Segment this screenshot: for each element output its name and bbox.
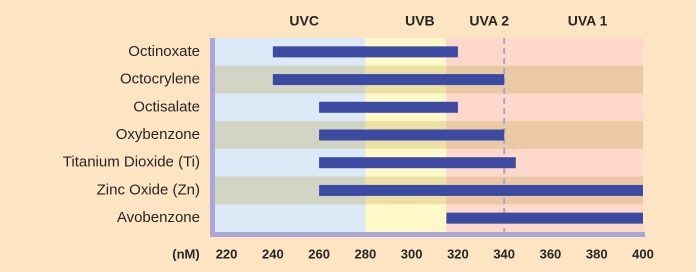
x-tick-label: 280 — [355, 246, 377, 261]
category-label: Zinc Oxide (Zn) — [97, 181, 200, 198]
band-label: UVB — [405, 13, 435, 29]
uv-band — [504, 38, 643, 232]
category-label: Oxybenzone — [116, 126, 200, 143]
bar — [446, 212, 643, 224]
x-tick-label: 380 — [586, 246, 608, 261]
x-axis — [210, 232, 645, 237]
x-tick-label: 360 — [540, 246, 562, 261]
x-tick-label: 320 — [447, 246, 469, 261]
bar — [272, 46, 458, 58]
x-tick-label: 340 — [493, 246, 515, 261]
bar — [319, 101, 458, 113]
bar — [319, 129, 505, 141]
category-label: Titanium Dioxide (Ti) — [63, 154, 200, 171]
y-axis — [210, 38, 215, 237]
band-label: UVC — [289, 13, 319, 29]
x-axis-label: (nM) — [172, 246, 199, 261]
x-tick-label: 260 — [308, 246, 330, 261]
x-tick-label: 400 — [632, 246, 654, 261]
category-label: Octocrylene — [120, 71, 200, 88]
category-label: Octinoxate — [128, 43, 200, 60]
bar — [272, 74, 505, 86]
category-label: Octisalate — [133, 98, 200, 115]
band-label: UVA 2 — [469, 13, 509, 29]
band-label: UVA 1 — [568, 13, 608, 29]
x-tick-label: 300 — [401, 246, 423, 261]
x-tick-label: 240 — [262, 246, 284, 261]
bar — [319, 157, 516, 169]
x-tick-label: 220 — [216, 246, 238, 261]
bar — [319, 184, 643, 196]
category-label: Avobenzone — [117, 209, 200, 226]
